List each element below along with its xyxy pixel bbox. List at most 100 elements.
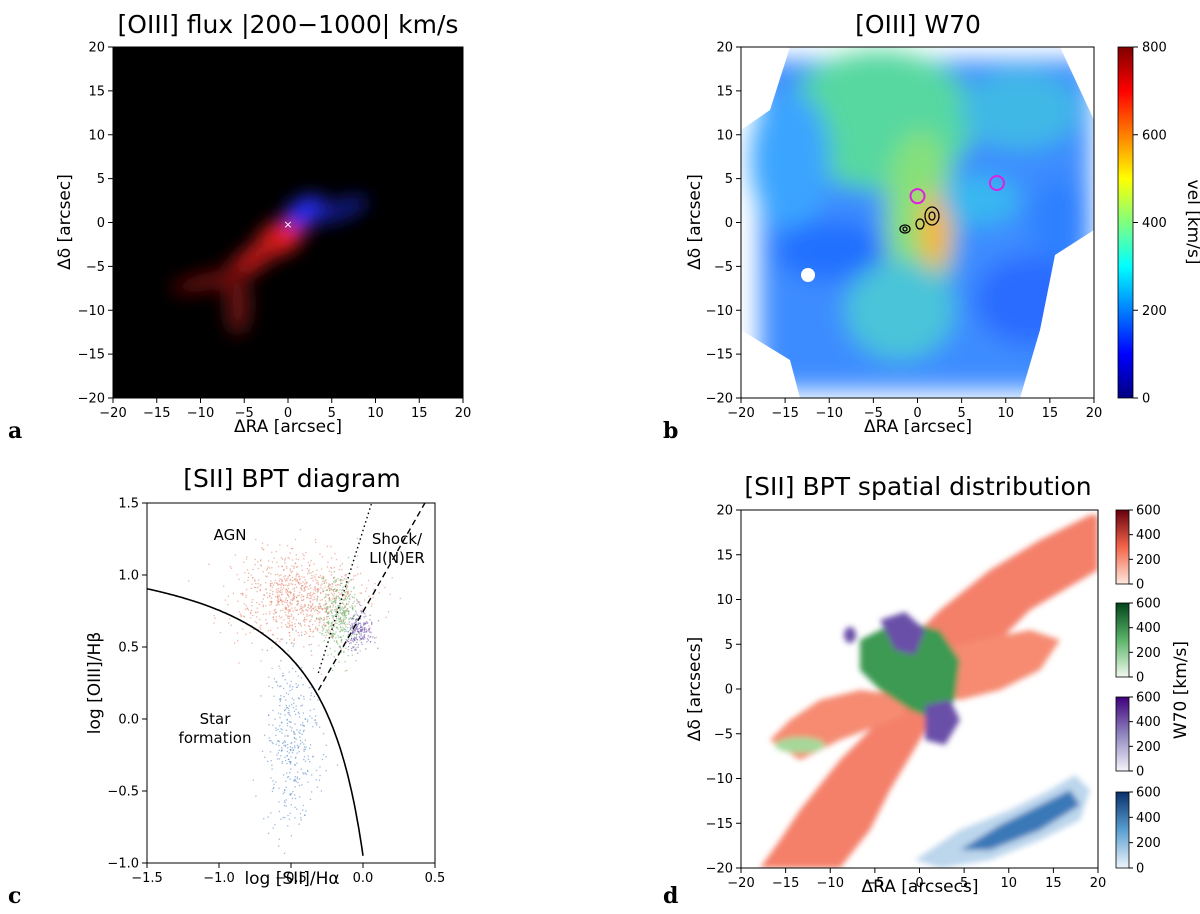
bpt-point-series-3 [294, 794, 296, 796]
bpt-point-series-3 [270, 760, 272, 762]
bpt-point-series-0 [269, 604, 271, 606]
bpt-point-series-3 [279, 716, 281, 719]
bpt-point-series-3 [268, 676, 270, 678]
bpt-point-series-0 [316, 600, 318, 602]
bpt-point-series-0 [252, 614, 254, 617]
bpt-point-series-0 [256, 607, 258, 609]
bpt-point-series-1 [333, 615, 335, 617]
bpt-point-series-0 [344, 624, 346, 626]
bpt-point-series-2 [360, 633, 363, 635]
red-emission-tail [170, 267, 260, 293]
bpt-point-series-3 [299, 812, 302, 815]
bpt-point-series-0 [325, 596, 327, 598]
bpt-point-series-1 [339, 606, 341, 608]
bpt-point-series-0 [245, 604, 247, 607]
bpt-point-series-0 [271, 582, 273, 584]
bpt-point-series-2 [360, 635, 362, 637]
panel-d-ytick-label: 10 [716, 593, 733, 608]
bpt-point-series-0 [291, 627, 293, 629]
bpt-point-series-1 [342, 646, 344, 648]
bpt-point-series-0 [295, 554, 297, 556]
bpt-point-series-1 [329, 589, 331, 591]
bpt-point-series-0 [309, 620, 311, 623]
bpt-point-series-2 [360, 604, 362, 607]
bpt-point-series-3 [273, 783, 275, 786]
bpt-point-series-1 [346, 627, 349, 629]
bpt-point-series-0 [328, 617, 331, 620]
bpt-point-series-3 [287, 707, 290, 710]
bpt-point-series-1 [328, 633, 331, 635]
bpt-point-series-0 [283, 587, 285, 589]
bpt-point-series-0 [265, 623, 268, 625]
bpt-point-series-0 [275, 588, 278, 590]
panel-d-ytick-label: 15 [716, 548, 733, 563]
bpt-point-series-0 [322, 580, 324, 582]
bpt-point-series-0 [308, 635, 310, 638]
bpt-point-series-0 [236, 573, 238, 576]
bpt-point-series-0 [343, 578, 346, 580]
colorbar-tick-label: 200 [1136, 646, 1161, 661]
bpt-point-series-0 [260, 628, 262, 630]
bpt-point-series-0 [292, 610, 294, 612]
bpt-point-series-3 [279, 704, 281, 707]
bpt-point-series-3 [286, 735, 289, 737]
bpt-point-series-3 [275, 734, 277, 737]
bpt-point-series-0 [319, 611, 321, 613]
bpt-point-series-1 [331, 621, 333, 623]
bpt-point-series-0 [331, 583, 334, 585]
bpt-point-series-0 [314, 610, 316, 612]
bpt-point-series-2 [352, 646, 354, 648]
bpt-point-series-0 [266, 544, 269, 546]
bpt-point-series-0 [330, 571, 333, 573]
panel-a-xlabel: ΔRA [arcsec] [234, 417, 342, 437]
bpt-point-series-1 [336, 643, 339, 645]
bpt-point-series-3 [314, 722, 317, 724]
bpt-point-series-1 [332, 669, 334, 671]
bpt-point-series-2 [359, 636, 361, 639]
bpt-point-series-0 [284, 557, 287, 560]
bpt-point-series-0 [299, 578, 301, 580]
bpt-point-series-1 [332, 625, 334, 628]
bpt-point-series-0 [305, 619, 308, 621]
bpt-point-series-0 [365, 587, 368, 590]
bpt-point-series-3 [303, 773, 305, 775]
bpt-point-series-0 [301, 589, 303, 591]
bpt-point-series-0 [297, 595, 299, 597]
bpt-point-series-1 [323, 639, 325, 642]
bpt-point-series-1 [348, 618, 350, 620]
bpt-point-series-3 [299, 739, 302, 742]
bpt-point-series-0 [302, 613, 305, 616]
bpt-point-series-2 [362, 624, 365, 626]
bpt-point-series-0 [336, 584, 339, 586]
masked-region-upper-left [741, 47, 790, 130]
bpt-point-series-0 [290, 599, 292, 601]
bpt-point-series-2 [361, 629, 363, 631]
panel-b-ytick-label: 0 [725, 216, 733, 231]
bpt-point-series-0 [298, 576, 300, 578]
bpt-point-series-2 [352, 640, 354, 643]
bpt-point-series-3 [278, 665, 280, 667]
bpt-point-series-3 [290, 768, 292, 770]
bpt-point-series-0 [338, 569, 340, 571]
bpt-point-series-0 [281, 582, 283, 584]
bpt-point-series-3 [317, 699, 319, 701]
bpt-point-series-0 [275, 612, 277, 614]
bpt-point-series-0 [328, 593, 330, 595]
liner-region-south [925, 700, 960, 745]
bpt-point-series-1 [332, 589, 335, 591]
bpt-point-series-1 [334, 609, 336, 611]
bpt-point-series-0 [307, 597, 309, 599]
bpt-point-series-0 [292, 618, 294, 620]
bpt-point-series-3 [308, 687, 311, 689]
bpt-point-series-3 [289, 715, 292, 717]
bpt-point-series-3 [277, 740, 279, 742]
bpt-point-series-0 [296, 566, 299, 568]
bpt-point-series-1 [347, 595, 350, 598]
bpt-point-series-1 [332, 581, 335, 583]
bpt-point-series-0 [267, 566, 269, 568]
bpt-point-series-0 [320, 592, 322, 594]
bpt-point-series-2 [366, 641, 368, 643]
bpt-point-series-0 [280, 594, 283, 596]
bpt-point-series-2 [353, 631, 356, 633]
panel-a-ytick-label: 5 [97, 172, 105, 187]
